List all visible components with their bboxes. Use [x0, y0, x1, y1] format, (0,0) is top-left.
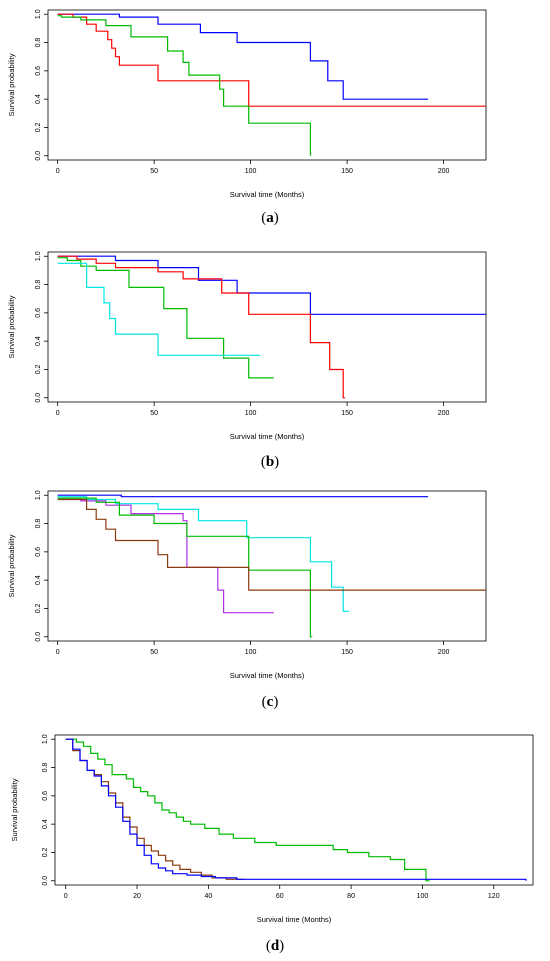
survival-curve — [65, 738, 245, 880]
y-axis-title: Survival probability — [10, 778, 19, 841]
panel-label: (d) — [266, 938, 284, 954]
survival-curve — [65, 738, 430, 882]
panel-label: (c) — [262, 694, 279, 710]
panel-label: (b) — [261, 454, 279, 470]
y-tick-label: 0.6 — [35, 547, 42, 557]
y-tick-label: 0.2 — [42, 847, 49, 857]
x-tick-label: 150 — [341, 168, 353, 175]
x-tick-label: 100 — [245, 168, 257, 175]
x-tick-label: 0 — [56, 649, 60, 656]
panel-b: 0 50 100 150 200 0.0 0.2 0.4 0.6 0.8 1.0 Survival … — [7, 251, 487, 470]
survival-curve — [57, 496, 349, 612]
x-tick-label: 100 — [245, 649, 257, 656]
y-tick-label: 0.0 — [35, 151, 42, 161]
x-tick-label: 100 — [245, 410, 257, 417]
survival-curve — [57, 257, 274, 379]
y-axis-title: Survival probability — [7, 534, 16, 597]
x-tick-label: 50 — [150, 168, 158, 175]
x-tick-label: 0 — [56, 410, 60, 417]
y-tick-label: 0.0 — [35, 632, 42, 642]
panel-label: (a) — [261, 210, 279, 226]
y-tick-label: 0.8 — [35, 519, 42, 529]
survival-curve — [57, 498, 486, 591]
y-tick-label: 0.8 — [35, 38, 42, 48]
panel-d: 0 20 40 60 80 100 120 0.0 0.2 0.4 0.6 0.8 1.0 Surviv… — [10, 734, 534, 954]
x-tick-label: 0 — [64, 893, 68, 900]
survival-curve — [57, 15, 311, 156]
x-axis-title: Survival time (Months) — [230, 190, 305, 199]
survival-curve — [57, 497, 274, 614]
y-axis-title: Survival probability — [7, 295, 16, 358]
panel-letter: b — [266, 454, 274, 470]
y-tick-label: 0.0 — [35, 393, 42, 403]
y-tick-label: 0.6 — [42, 791, 49, 801]
y-tick-label: 0.8 — [35, 280, 42, 290]
x-tick-label: 100 — [417, 893, 429, 900]
x-tick-label: 80 — [347, 893, 355, 900]
survival-curve — [57, 262, 261, 356]
y-tick-label: 0.0 — [42, 876, 49, 886]
plot-frame — [47, 9, 487, 161]
x-tick-label: 50 — [150, 649, 158, 656]
x-tick-label: 60 — [276, 893, 284, 900]
survival-curve — [57, 255, 486, 315]
y-tick-label: 1.0 — [42, 734, 49, 744]
y-tick-label: 1.0 — [35, 9, 42, 19]
panel-letter: c — [267, 694, 274, 710]
panel-c: 0 50 100 150 200 0.0 0.2 0.4 0.6 0.8 1.0 Survival … — [7, 490, 487, 710]
survival-curve — [65, 738, 527, 881]
y-tick-label: 0.4 — [35, 94, 42, 104]
x-tick-label: 200 — [438, 649, 450, 656]
x-tick-label: 20 — [133, 893, 141, 900]
y-tick-label: 0.6 — [35, 308, 42, 318]
plot-frame — [54, 734, 534, 886]
x-tick-label: 50 — [150, 410, 158, 417]
x-tick-label: 150 — [341, 649, 353, 656]
y-tick-label: 0.2 — [35, 364, 42, 374]
y-tick-label: 0.6 — [35, 66, 42, 76]
y-tick-label: 0.8 — [42, 763, 49, 773]
y-tick-label: 0.2 — [35, 122, 42, 132]
x-tick-label: 150 — [341, 410, 353, 417]
panel-letter: d — [271, 938, 280, 954]
panel-a: 0 50 100 150 200 0.0 0.2 0.4 0.6 0.8 1.0 Survival … — [7, 9, 487, 226]
x-axis-title: Survival time (Months) — [230, 671, 305, 680]
y-tick-label: 0.2 — [35, 603, 42, 613]
y-tick-label: 0.4 — [42, 819, 49, 829]
plot-frame — [47, 251, 487, 403]
y-axis-title: Survival probability — [7, 53, 16, 116]
x-axis-title: Survival time (Months) — [257, 915, 332, 924]
y-tick-label: 1.0 — [35, 490, 42, 500]
x-axis-title: Survival time (Months) — [230, 432, 305, 441]
x-tick-label: 0 — [56, 168, 60, 175]
survival-curve — [57, 13, 486, 107]
survival-curve — [57, 497, 313, 638]
y-tick-label: 1.0 — [35, 251, 42, 261]
panel-letter: a — [266, 210, 274, 226]
x-tick-label: 200 — [438, 410, 450, 417]
survival-curve — [57, 255, 346, 399]
x-tick-label: 200 — [438, 168, 450, 175]
plot-frame — [47, 490, 487, 642]
y-tick-label: 0.4 — [35, 575, 42, 585]
y-tick-label: 0.4 — [35, 336, 42, 346]
x-tick-label: 40 — [204, 893, 212, 900]
survival-curve — [57, 494, 429, 498]
x-tick-label: 120 — [488, 893, 500, 900]
survival-curve — [57, 13, 429, 100]
